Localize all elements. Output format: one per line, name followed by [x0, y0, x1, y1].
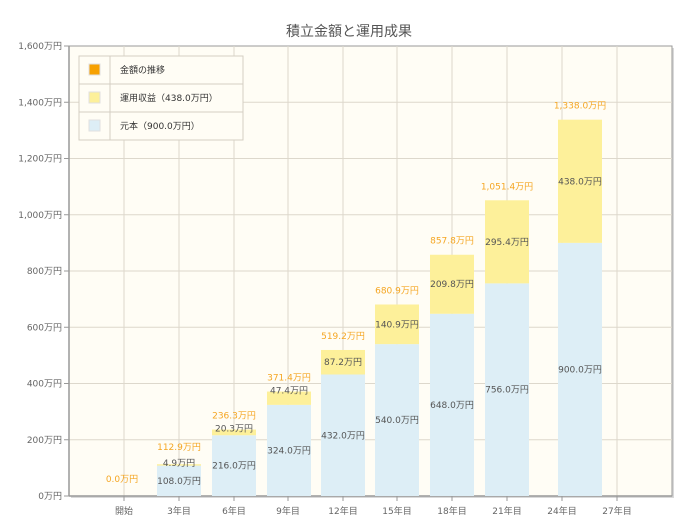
bar-principal [430, 313, 474, 496]
label-principal: 540.0万円 [375, 415, 419, 426]
legend-label-principal: 元本（900.0万円） [120, 120, 200, 132]
x-tick-label: 開始 [115, 505, 133, 517]
label-total: 371.4万円 [267, 373, 311, 384]
label-total: 857.8万円 [430, 236, 474, 247]
legend: 金額の推移 運用収益（438.0万円） 元本（900.0万円） [78, 55, 244, 141]
bar-principal [157, 465, 201, 496]
x-axis: 開始 3年目 6年目 9年目 12年目 15年目 18年目 21年目 24年目 27年目 [69, 495, 672, 517]
bar-principal [321, 374, 365, 496]
label-principal: 324.0万円 [267, 445, 311, 456]
y-tick-label: 200万円 [27, 435, 62, 446]
x-tick-label: 9年目 [276, 505, 300, 517]
data-labels: 0.0万円 108.0万円 4.9万円 112.9万円 216.0万円 20.3万円 236… [106, 101, 606, 487]
legend-label-gain: 運用収益（438.0万円） [120, 92, 218, 104]
label-principal: 900.0万円 [558, 364, 602, 375]
x-tick-label: 3年目 [167, 505, 191, 517]
legend-item-principal[interactable]: 元本（900.0万円） [88, 119, 200, 132]
bar-principal [558, 242, 602, 496]
bar-gain [321, 349, 365, 375]
x-tick-label: 6年目 [222, 505, 246, 517]
legend-swatch-gain [88, 91, 101, 104]
y-tick-label: 0万円 [38, 491, 62, 502]
y-axis: 0万円 200万円 400万円 600万円 800万円 1,000万円 1,200万円 1,4… [18, 41, 70, 502]
label-principal: 216.0万円 [212, 461, 256, 472]
y-tick-label: 1,000万円 [18, 210, 62, 221]
label-principal: 108.0万円 [157, 476, 201, 487]
x-tick-label: 27年目 [602, 505, 631, 517]
label-total: 519.2万円 [321, 331, 365, 342]
label-principal: 648.0万円 [430, 400, 474, 411]
chart-title: 積立金額と運用成果 [286, 24, 412, 40]
y-tick-label: 1,400万円 [18, 97, 62, 108]
x-tick-label: 12年目 [328, 505, 357, 517]
label-gain: 209.8万円 [430, 279, 474, 290]
y-tick-label: 600万円 [27, 322, 62, 333]
bar-gain [157, 464, 201, 466]
x-tick-label: 15年目 [382, 505, 411, 517]
bar-gain [485, 200, 529, 284]
label-gain: 47.4万円 [270, 386, 308, 397]
bar-gain [212, 429, 256, 436]
label-total: 680.9万円 [375, 285, 419, 296]
label-total: 112.9万円 [157, 442, 201, 453]
label-total: 0.0万円 [106, 474, 138, 485]
bar-gain [430, 254, 474, 314]
bar-gain [558, 119, 602, 243]
y-tick-label: 1,200万円 [18, 154, 62, 165]
label-gain: 87.2万円 [324, 357, 362, 368]
y-tick-label: 400万円 [27, 379, 62, 390]
bar-principal [375, 344, 419, 496]
bar-gain [375, 304, 419, 345]
label-total: 1,338.0万円 [554, 101, 606, 112]
label-principal: 756.0万円 [485, 385, 529, 396]
bars [157, 119, 602, 496]
legend-swatch-principal [88, 119, 101, 132]
legend-box [78, 55, 244, 141]
label-total: 1,051.4万円 [481, 181, 533, 192]
legend-item-gain[interactable]: 運用収益（438.0万円） [88, 91, 218, 104]
x-tick-label: 24年目 [547, 505, 576, 517]
legend-label-trend: 金額の推移 [120, 64, 165, 76]
label-gain: 438.0万円 [558, 176, 602, 187]
bar-principal [212, 435, 256, 496]
label-gain: 295.4万円 [485, 237, 529, 248]
label-gain: 20.3万円 [215, 424, 253, 435]
bar-gain [267, 391, 311, 405]
x-tick-label: 18年目 [437, 505, 466, 517]
label-total: 236.3万円 [212, 411, 256, 422]
bar-principal [485, 283, 529, 496]
y-tick-label: 800万円 [27, 266, 62, 277]
y-tick-label: 1,600万円 [18, 41, 62, 52]
legend-swatch-trend [88, 63, 101, 76]
label-gain: 4.9万円 [163, 458, 195, 469]
legend-item-trend[interactable]: 金額の推移 [88, 63, 165, 76]
x-tick-label: 21年目 [492, 505, 521, 517]
label-principal: 432.0万円 [321, 430, 365, 441]
bar-principal [267, 404, 311, 496]
label-gain: 140.9万円 [375, 319, 419, 330]
